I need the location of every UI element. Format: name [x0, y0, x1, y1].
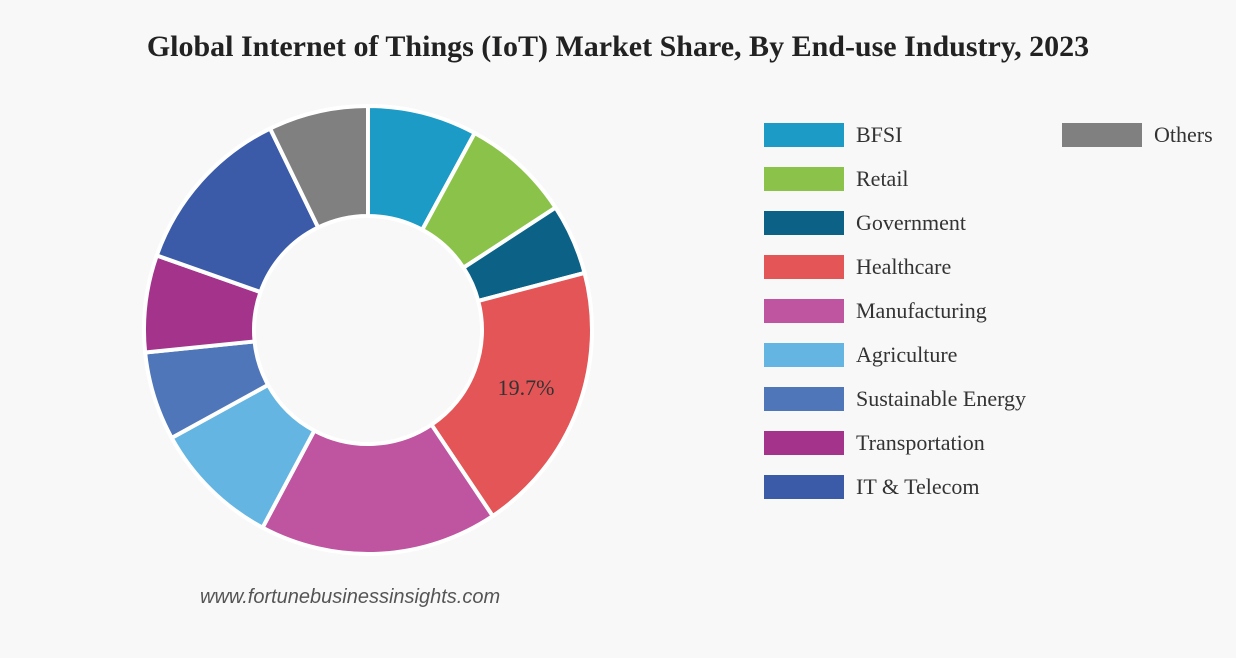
legend-swatch — [764, 299, 844, 323]
legend-swatch — [764, 343, 844, 367]
legend-item-bfsi[interactable]: BFSI — [764, 122, 902, 148]
legend-item-it-telecom[interactable]: IT & Telecom — [764, 474, 980, 500]
legend-swatch — [764, 387, 844, 411]
legend-label: Others — [1154, 122, 1213, 147]
legend-swatch — [764, 255, 844, 279]
legend-label: Manufacturing — [856, 298, 987, 323]
donut-data-labels: 19.7% — [498, 375, 555, 400]
legend-item-agriculture[interactable]: Agriculture — [764, 342, 957, 368]
legend-label: Government — [856, 210, 966, 235]
chart-title: Global Internet of Things (IoT) Market S… — [146, 30, 1090, 63]
legend-label: Healthcare — [856, 254, 952, 279]
slice-manufacturing[interactable] — [260, 422, 495, 556]
legend-swatch — [1062, 123, 1142, 147]
legend-label: Agriculture — [856, 342, 958, 367]
donut-chart: 19.7% — [142, 104, 594, 556]
legend-label: Transportation — [856, 430, 985, 455]
donut-slices — [142, 104, 594, 556]
legend-swatch — [764, 431, 844, 455]
legend-label: BFSI — [856, 122, 903, 147]
legend-item-sustainable-energy[interactable]: Sustainable Energy — [764, 386, 1026, 412]
legend-label: Sustainable Energy — [856, 386, 1027, 411]
legend-swatch — [764, 475, 844, 499]
legend-item-manufacturing[interactable]: Manufacturing — [764, 298, 987, 324]
source-watermark: www.fortunebusinessinsights.com — [200, 586, 501, 608]
slice-healthcare[interactable] — [429, 270, 594, 519]
legend-swatch — [764, 123, 844, 147]
legend-item-transportation[interactable]: Transportation — [764, 430, 985, 456]
legend-swatch — [764, 167, 844, 191]
legend-label: Retail — [856, 166, 909, 191]
legend-item-government[interactable]: Government — [764, 210, 966, 236]
slice-others[interactable] — [268, 104, 370, 230]
data-label-healthcare: 19.7% — [498, 375, 555, 400]
legend-swatch — [764, 211, 844, 235]
legend-item-others[interactable]: Others — [1062, 122, 1213, 148]
legend-item-retail[interactable]: Retail — [764, 166, 909, 192]
legend-label: IT & Telecom — [856, 474, 980, 499]
legend-item-healthcare[interactable]: Healthcare — [764, 254, 951, 280]
